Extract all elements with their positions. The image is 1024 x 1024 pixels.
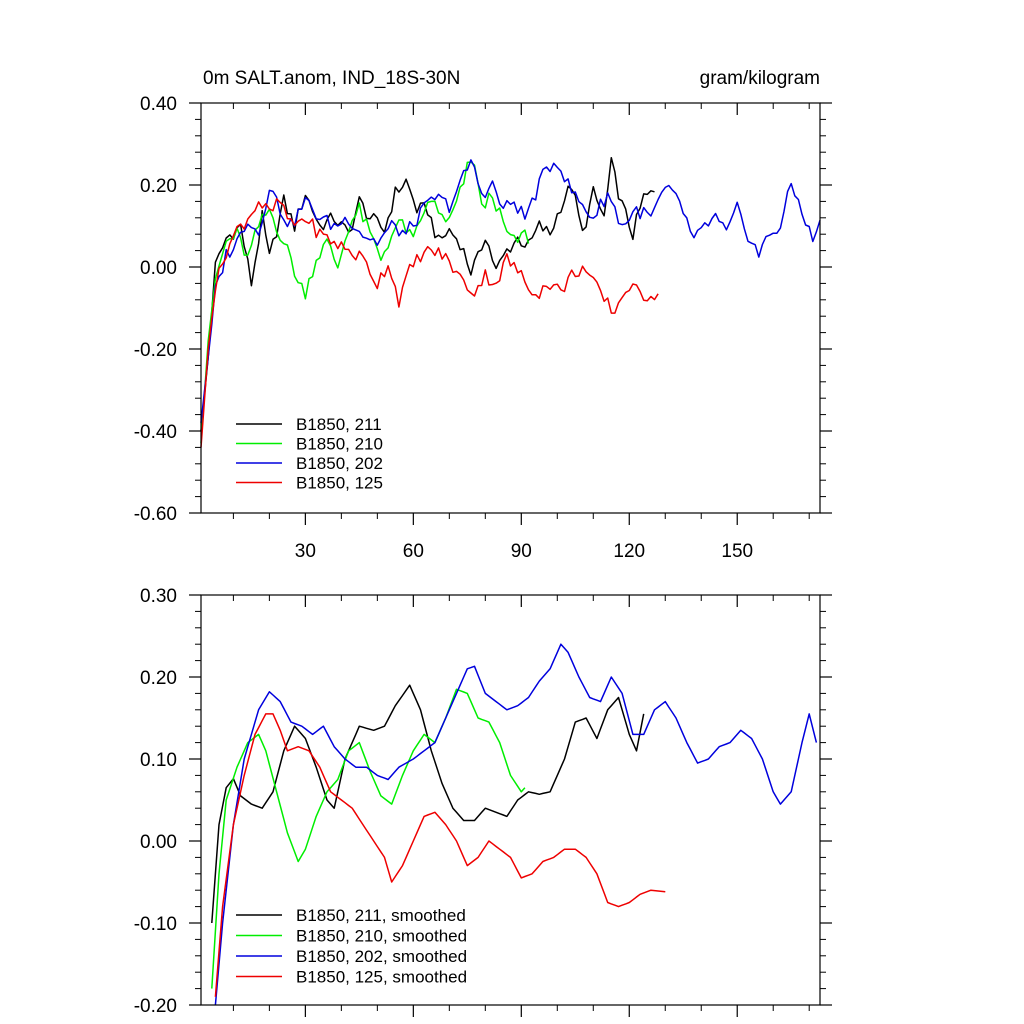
series-line-top-2 [200,159,821,423]
y-tick-label: 0.30 [140,586,177,607]
top-plot-frame [200,102,821,514]
x-tick-label: 120 [613,541,645,562]
bottom-axis-ticks: -0.20 -0.10 0.00 0.10 0.20 0.30 [134,586,832,1017]
legend-label: B1850, 210 [296,435,383,454]
y-tick-label: -0.60 [134,504,177,525]
top-axis-ticks: 30 60 90 120 150 -0.60 -0.40 -0.20 0.00 0.20 0.40 [134,94,832,562]
y-tick-label: 0.20 [140,668,177,689]
series-line-top-1 [200,161,530,444]
y-tick-label: 0.00 [140,258,177,279]
legend-label: B1850, 125, smoothed [296,968,467,987]
top-series-group [200,156,821,448]
y-tick-label: -0.40 [134,422,177,443]
series-line-bottom-2 [214,643,818,1006]
legend-label: B1850, 211, smoothed [296,906,466,925]
bottom-plot-frame [200,594,821,1006]
y-tick-label: 0.40 [140,94,177,115]
series-line-top-0 [200,156,655,432]
bottom-panel: -0.20 -0.10 0.00 0.10 0.20 0.30 B1850, 211, s… [134,586,832,1017]
x-tick-label: 60 [403,541,424,562]
x-tick-label: 90 [511,541,532,562]
legend-label: B1850, 210, smoothed [296,927,467,946]
y-tick-label: -0.20 [134,996,177,1017]
y-tick-label: 0.10 [140,750,177,771]
top-panel: 0m SALT.anom, IND_18S-30N gram/kilogram … [134,68,832,562]
y-tick-label: 0.00 [140,832,177,853]
bottom-legend: B1850, 211, smoothed B1850, 210, smoothed… [236,906,467,987]
y-tick-label: -0.10 [134,914,177,935]
series-line-bottom-1 [211,688,526,989]
legend-label: B1850, 202, smoothed [296,947,467,966]
series-line-top-3 [200,198,659,448]
y-tick-label: -0.20 [134,340,177,361]
y-tick-label: 0.20 [140,176,177,197]
bottom-series-group [211,643,818,1006]
legend-label: B1850, 125 [296,474,383,493]
legend-label: B1850, 202 [296,454,383,473]
series-line-bottom-3 [214,713,666,997]
x-tick-label: 150 [721,541,753,562]
units-label: gram/kilogram [700,68,820,89]
legend-label: B1850, 211 [296,415,382,434]
x-tick-label: 30 [295,541,316,562]
chart-title: 0m SALT.anom, IND_18S-30N [203,68,460,89]
